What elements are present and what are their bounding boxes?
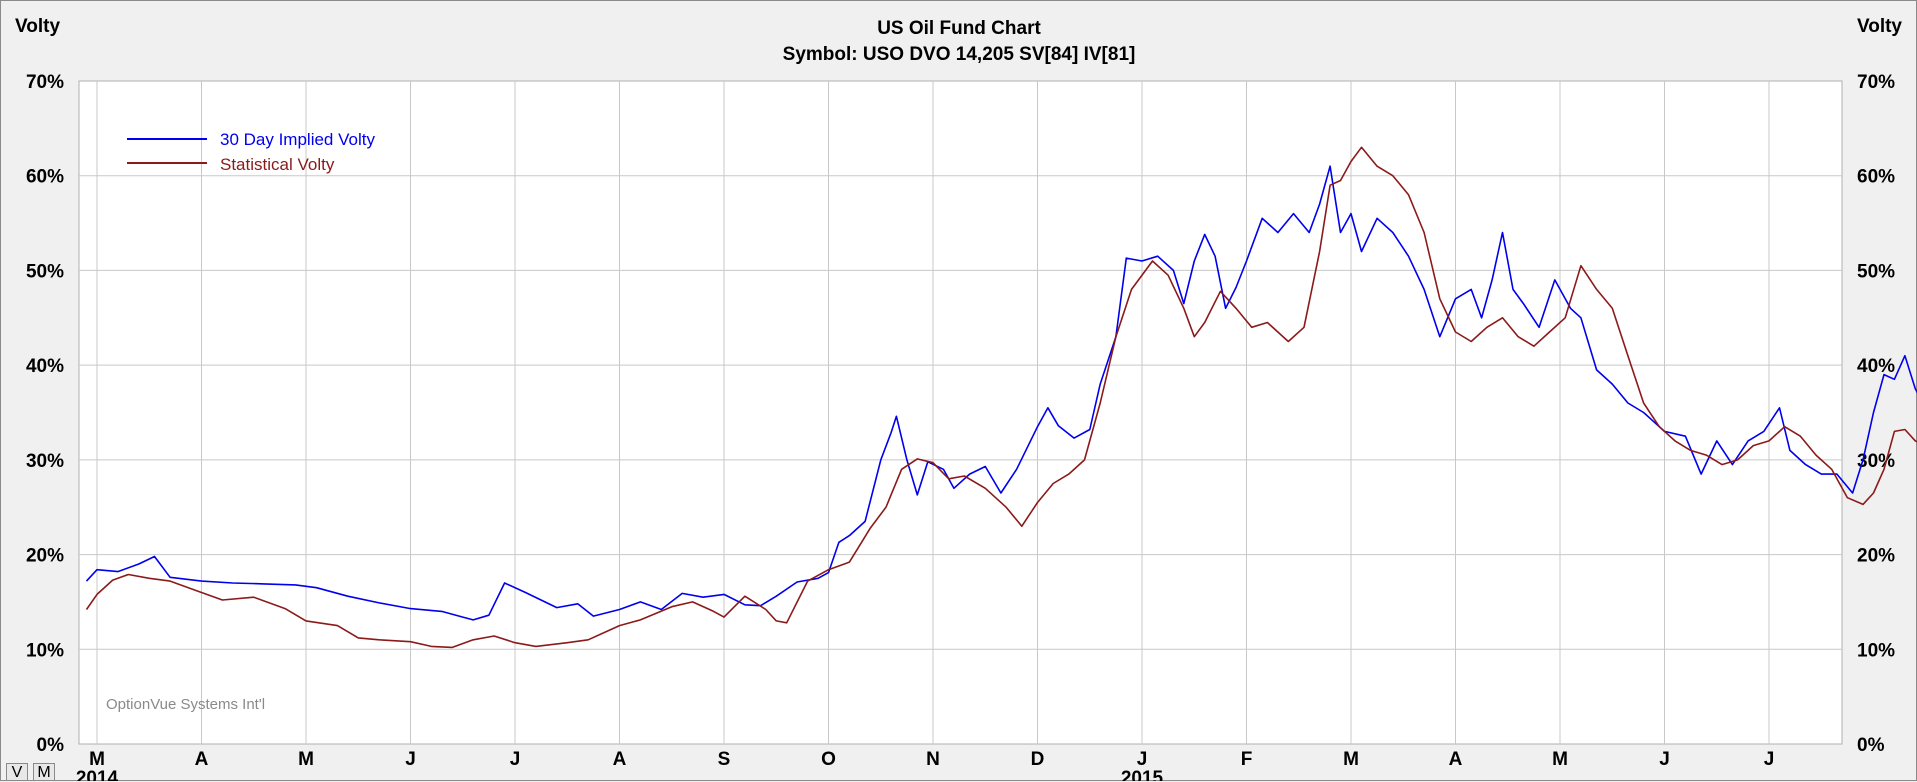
y-tick-label-left: 50% bbox=[26, 261, 64, 282]
y-axis-label-left: Volty bbox=[15, 16, 60, 37]
watermark: OptionVue Systems Int'l bbox=[106, 696, 265, 713]
legend-label-statistical: Statistical Volty bbox=[220, 155, 335, 174]
y-tick-label-right: 0% bbox=[1857, 735, 1885, 756]
x-month-label: M bbox=[298, 749, 314, 770]
x-month-label: J bbox=[405, 749, 416, 770]
plot-area bbox=[79, 81, 1842, 744]
x-month-label: J bbox=[1659, 749, 1670, 770]
x-month-label: A bbox=[195, 749, 209, 770]
y-tick-label-right: 70% bbox=[1857, 72, 1895, 93]
x-year-label: 2015 bbox=[1121, 768, 1164, 781]
x-month-label: M bbox=[1343, 749, 1359, 770]
monthly-view-button[interactable]: M bbox=[33, 763, 55, 781]
y-tick-label-left: 10% bbox=[26, 640, 64, 661]
y-tick-label-left: 0% bbox=[37, 735, 65, 756]
x-axis-month-labels: M A M J J A S O N D J F M A M J J 2014 2015 bbox=[76, 749, 1774, 781]
y-tick-label-left: 70% bbox=[26, 72, 64, 93]
x-year-label: 2014 bbox=[76, 768, 119, 781]
x-month-label: S bbox=[718, 749, 731, 770]
x-month-label: M bbox=[89, 749, 105, 770]
x-month-label: D bbox=[1031, 749, 1045, 770]
y-axis-label-right: Volty bbox=[1857, 16, 1902, 37]
x-month-label: J bbox=[1137, 749, 1148, 770]
legend-label-implied: 30 Day Implied Volty bbox=[220, 130, 375, 149]
y-tick-label-right: 60% bbox=[1857, 167, 1895, 188]
y-tick-label-right: 40% bbox=[1857, 356, 1895, 377]
volatility-view-button[interactable]: V bbox=[6, 763, 28, 781]
chart-subtitle: Symbol: USO DVO 14,205 SV[84] IV[81] bbox=[783, 44, 1136, 65]
y-tick-label-left: 30% bbox=[26, 451, 64, 472]
x-month-label: J bbox=[510, 749, 521, 770]
x-month-label: F bbox=[1241, 749, 1253, 770]
x-month-label: A bbox=[1449, 749, 1463, 770]
y-tick-label-right: 10% bbox=[1857, 640, 1895, 661]
y-tick-label-left: 20% bbox=[26, 546, 64, 567]
y-tick-label-left: 60% bbox=[26, 167, 64, 188]
chart-title: US Oil Fund Chart bbox=[877, 18, 1041, 39]
x-month-label: A bbox=[613, 749, 627, 770]
y-tick-label-right: 50% bbox=[1857, 261, 1895, 282]
y-tick-label-right: 20% bbox=[1857, 546, 1895, 567]
x-month-label: O bbox=[821, 749, 836, 770]
x-month-label: N bbox=[926, 749, 940, 770]
x-month-label: J bbox=[1764, 749, 1775, 770]
y-tick-label-left: 40% bbox=[26, 356, 64, 377]
x-month-label: M bbox=[1552, 749, 1568, 770]
